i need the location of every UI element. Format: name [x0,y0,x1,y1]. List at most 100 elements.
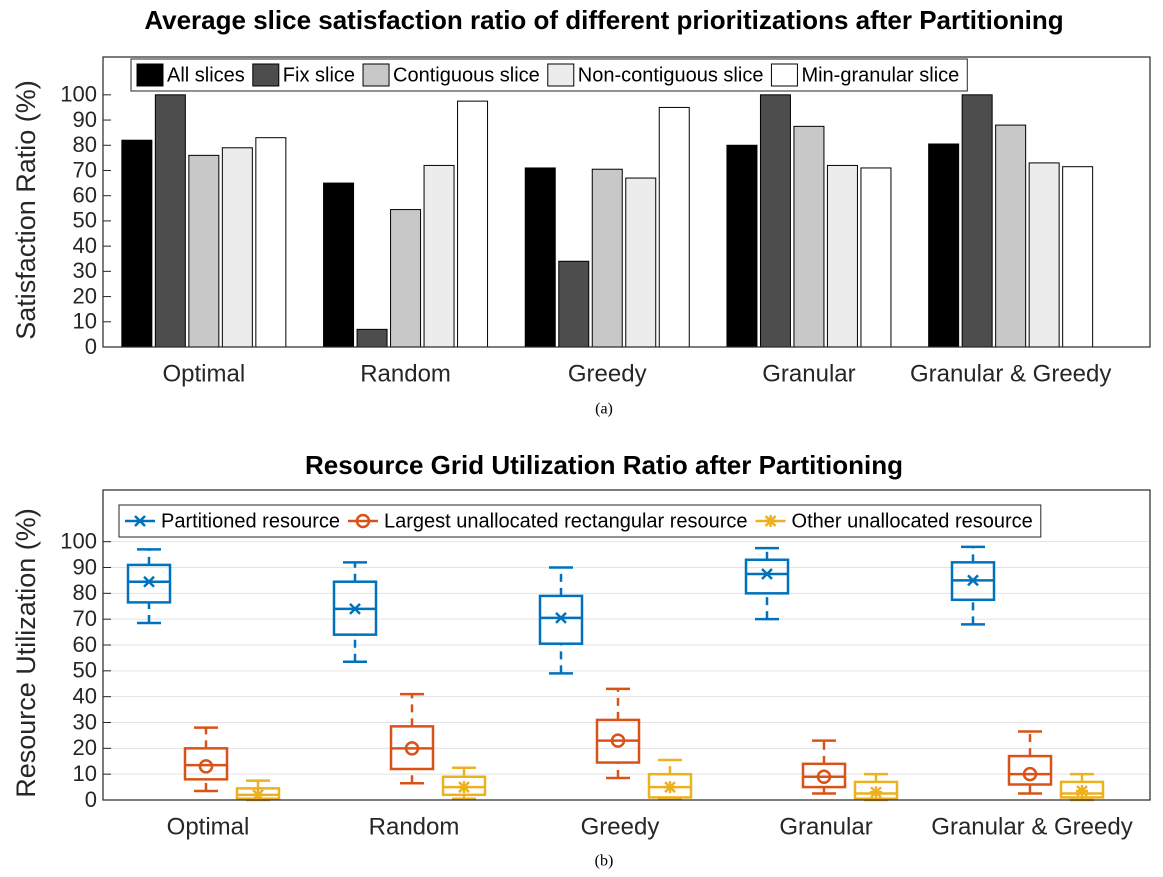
mean-marker [143,575,155,588]
marker-plus [458,781,470,794]
marker-cross [555,611,567,624]
bar [423,164,455,348]
mean-marker [761,568,773,580]
y-tick-label: 50 [73,658,97,683]
legend-box [118,504,1042,538]
bar [625,177,657,348]
marker-plus [1076,784,1088,797]
y-tick-label: 100 [60,82,97,107]
y-tick-label: 80 [73,580,97,605]
marker-circle [355,513,371,529]
y-tick-label: 10 [73,309,97,334]
marker-cross [134,515,146,527]
bar [1028,162,1060,348]
mean-marker [816,769,832,784]
y-tick-label: 40 [73,233,97,258]
legend-label: Partitioned resource [161,510,340,532]
mean-marker [198,759,214,774]
mean-marker [458,781,470,794]
bar [726,144,758,348]
y-tick-label: 80 [73,132,97,157]
legend: Partitioned resource Largest unallocated … [118,504,1042,538]
legend-swatch [136,63,164,87]
legend-swatch [362,63,390,87]
marker-circle [816,769,832,784]
mean-marker [555,611,567,624]
caption: (b) [595,853,614,870]
legend-label: All slices [167,64,245,86]
legend-label: Largest unallocated rectangular resource [384,510,748,532]
y-tick-label: 10 [73,761,97,786]
mean-marker [252,788,264,801]
mean-marker [1022,766,1038,782]
x-tick-label: Random [369,813,460,840]
caption: (a) [595,401,613,418]
box [1007,754,1053,786]
y-tick-label: 50 [73,208,97,233]
marker-plus [870,786,882,799]
marker-circle [198,759,214,774]
bar [658,106,690,348]
y-tick-label: 30 [73,709,97,734]
x-tick-label: Greedy [581,813,660,840]
marker-circle [404,741,420,756]
y-tick-label: 90 [73,107,97,132]
marker-plus [664,781,676,794]
y-tick-label: 0 [85,334,97,359]
marker-cross [349,602,361,615]
legend-swatch [770,63,798,87]
box [744,558,790,595]
legend-label: Min-granular slice [801,64,959,86]
box [1059,780,1105,799]
legend-swatch [252,63,280,87]
x-tick-label: Optimal [163,360,246,387]
legend-label: Other unallocated resource [792,510,1033,532]
box [538,594,584,645]
marker-cross [967,574,979,587]
y-tick-label: 20 [73,283,97,308]
bar [759,94,791,348]
y-tick-label: 30 [73,258,97,283]
marker-cross [761,568,773,580]
y-axis-label: Satisfaction Ratio (%) [11,80,41,340]
legend-label: Fix slice [283,64,355,86]
mean-marker [134,515,146,527]
x-tick-label: Granular [779,813,872,840]
mean-marker [349,602,361,615]
marker-cross [143,575,155,588]
bar [826,164,858,348]
y-tick-label: 60 [73,183,97,208]
bar [457,100,489,348]
legend-swatch [547,63,575,87]
x-tick-label: Greedy [568,360,647,387]
marker-plus [764,515,777,527]
legend: All slices Fix slice Contiguous slice Non-c… [130,58,968,92]
axes-box [102,489,1151,801]
y-tick-label: 90 [73,554,97,579]
mean-marker [610,733,626,748]
chart-title: Resource Grid Utilization Ratio after Pa… [305,450,903,480]
box [853,780,899,800]
axes-box [102,56,1151,348]
box [126,563,172,604]
bar [1062,166,1094,348]
bar [860,167,892,348]
y-tick-label: 20 [73,735,97,760]
y-tick-label: 0 [85,787,97,812]
bar [121,139,153,348]
legend-label: Non-contiguous slice [578,64,764,86]
bar [961,94,993,348]
y-tick-label: 70 [73,157,97,182]
bar [591,168,623,348]
bar [255,137,287,348]
x-tick-label: Granular [762,360,855,387]
box [441,775,487,797]
y-tick-label: 100 [60,528,97,553]
legend-label: Contiguous slice [393,64,540,86]
marker-plus [252,788,264,801]
y-tick-label: 60 [73,632,97,657]
bar [524,167,556,348]
mean-marker [355,513,371,529]
mean-marker [870,786,882,799]
